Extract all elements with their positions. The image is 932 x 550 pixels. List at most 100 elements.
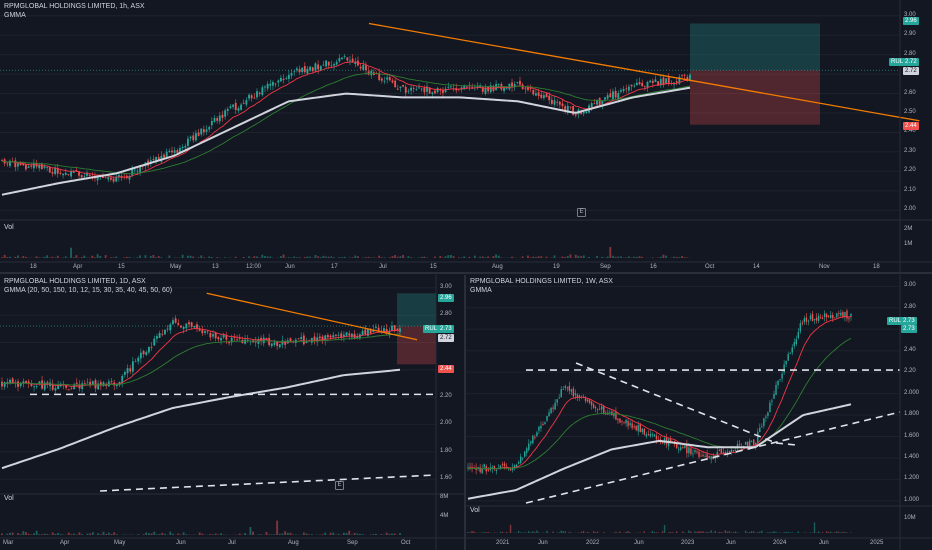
volume-bar [222,534,225,535]
volume-tick: 8M [440,494,449,500]
candle-body [139,167,142,173]
candle-body [345,332,348,336]
candle-body [493,465,496,470]
volume-bar [99,256,102,258]
candle-body [536,432,538,436]
candle-body [184,145,187,148]
volume-bar [499,531,502,533]
price-tick: 2.80 [440,311,452,318]
price-tick: 2.00 [440,420,452,427]
weekly-symbol-tag: RUL [887,317,904,325]
hourly-chart-pane[interactable]: RPMGLOBAL HOLDINGS LIMITED, 1h, ASX GMMA… [0,0,932,272]
candle-body [748,440,751,447]
volume-bar [467,531,469,533]
volume-bar [96,254,99,258]
candle-body [609,412,611,414]
price-tick: 2.50 [904,109,916,115]
candle-body [590,401,593,406]
candle-body [576,394,579,398]
candle-body [173,150,176,153]
volume-bar [420,256,423,258]
candle-body [313,336,316,342]
volume-bar [673,256,675,258]
volume-bar [298,257,301,258]
volume-bar [322,255,325,258]
volume-bar [59,533,62,535]
volume-bar [330,256,333,258]
candle-body [240,104,242,110]
volume-bar [757,532,759,533]
volume-bar [357,256,359,258]
candle-body [338,58,341,62]
candle-body [388,330,391,335]
volume-bar [375,533,377,535]
candle-body [415,89,418,91]
daily-chart-pane[interactable]: RPMGLOBAL HOLDINGS LIMITED, 1D, ASX GMMA… [0,275,464,550]
candle-body [646,81,649,88]
candle-body [75,382,78,384]
volume-bar [830,531,832,533]
volume-bar [78,532,81,535]
candle-body [180,325,182,328]
candle-body [657,81,660,86]
volume-bar [617,256,620,258]
candle-body [513,465,516,467]
candle-body [744,441,747,445]
volume-bar [452,256,455,258]
hourly-earnings-marker[interactable]: E [577,208,586,217]
candle-body [385,328,388,333]
candle-body [420,88,423,90]
candle-body [678,76,681,84]
volume-bar [152,254,155,258]
hourly-chart-canvas[interactable] [0,0,932,272]
candle-body [550,99,553,104]
pane-divider-horizontal[interactable] [0,272,932,274]
candle-body [622,88,625,92]
candle-body [65,385,68,388]
volume-bar [182,532,185,535]
volume-bar [187,255,189,258]
volume-bar [62,534,65,535]
candle-body [627,420,629,427]
candle-body [601,406,603,410]
candle-body [266,83,269,89]
volume-bar [216,257,219,258]
candle-body [104,177,107,179]
rising-trendline [99,474,437,492]
candle-body [17,381,19,387]
daily-earnings-marker[interactable]: E [335,481,344,490]
volume-bar [396,256,399,258]
volume-bar [75,255,78,258]
candle-body [487,469,489,471]
volume-bar [534,532,536,533]
candle-body [524,88,527,90]
weekly-chart-pane[interactable]: RPMGLOBAL HOLDINGS LIMITED, 1W, ASX GMMA… [466,275,932,550]
volume-bar [710,530,712,533]
candle-body [594,407,597,409]
volume-bar [164,533,166,535]
volume-bar [257,534,260,535]
candle-body [694,450,696,453]
candle-body [519,80,521,85]
candle-body [439,89,442,91]
volume-bar [838,531,840,533]
daily-target-tag: 2.96 [438,294,454,302]
candle-body [836,313,838,318]
volume-bar [115,256,118,258]
candle-body [38,164,41,169]
volume-bar [553,255,556,258]
pane-divider-vertical[interactable] [464,275,466,550]
daily-chart-canvas[interactable] [0,275,464,550]
candle-body [96,176,99,181]
candle-body [811,313,814,322]
volume-bar [540,256,543,258]
volume-bar [734,531,737,533]
candle-body [615,411,617,420]
hourly-current-price-tag: 2.72 [903,67,919,75]
time-tick: 16 [650,264,657,270]
candle-body [133,169,136,171]
price-tick: 2.40 [904,346,916,353]
candle-body [329,335,332,338]
volume-bar [614,256,617,258]
weekly-chart-canvas[interactable] [466,275,932,550]
